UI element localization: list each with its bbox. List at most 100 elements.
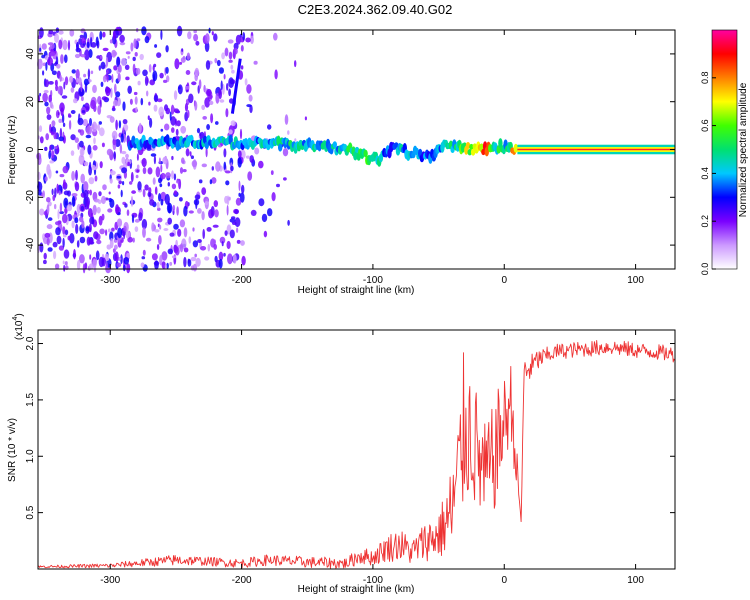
spectrogram-scatter-point bbox=[55, 221, 61, 226]
spectrogram-scatter-point bbox=[149, 117, 153, 128]
spectrogram-scatter-point bbox=[42, 92, 48, 103]
spectrogram-scatter-point bbox=[197, 239, 202, 243]
spectrogram-scatter-point bbox=[51, 70, 57, 76]
spectrogram-scatter-point bbox=[221, 241, 224, 247]
spectrogram-scatter-point bbox=[223, 161, 227, 170]
spectrogram-scatter-point bbox=[228, 196, 231, 201]
spectrogram-scatter-point bbox=[187, 110, 190, 118]
spectrogram-scatter-point bbox=[144, 184, 149, 191]
spectrogram-scatter-point bbox=[76, 41, 80, 51]
spectrogram-scatter-point bbox=[63, 264, 66, 272]
spectrogram-band-point bbox=[363, 149, 368, 158]
spectrogram-scatter-point bbox=[188, 93, 194, 104]
x-tick-label: -100 bbox=[363, 275, 383, 286]
spectrogram-band-point bbox=[467, 149, 472, 156]
y-tick-label: 0.5 bbox=[25, 505, 36, 519]
spectrogram-scatter-point bbox=[125, 51, 131, 55]
colorbar-tick-label: 0.6 bbox=[700, 119, 710, 132]
spectrogram-scatter-point bbox=[240, 45, 244, 52]
spectrogram-scatter-point bbox=[60, 107, 64, 116]
spectrogram-scatter-point bbox=[70, 134, 76, 141]
spectrogram-scatter-point bbox=[185, 70, 191, 75]
spectrogram-scatter-point bbox=[176, 206, 179, 216]
spectrogram-scatter-point bbox=[223, 148, 227, 158]
spectrogram-scatter-point bbox=[201, 163, 207, 168]
spectrogram-scatter-point bbox=[176, 179, 180, 184]
spectrogram-scatter-point bbox=[158, 157, 161, 164]
spectrogram-scatter-point bbox=[167, 217, 172, 225]
spectrogram-scatter-point bbox=[84, 262, 88, 270]
spectrogram-scatter-point bbox=[49, 43, 55, 50]
spectrogram-scatter-point bbox=[170, 116, 177, 126]
spectrogram-scatter-point bbox=[202, 116, 207, 120]
spectrogram-scatter-point bbox=[227, 253, 233, 265]
spectrogram-scatter-point bbox=[247, 171, 253, 181]
colorbar-label: Normalized spectral amplitude bbox=[738, 82, 749, 217]
spectrogram-scatter-point bbox=[199, 132, 202, 137]
spectrogram-scatter-point bbox=[205, 60, 211, 70]
spectrogram-scatter-point bbox=[210, 113, 214, 124]
spectrogram-scatter-point bbox=[142, 227, 146, 238]
spectrogram-scatter-point bbox=[100, 61, 106, 70]
spectrogram-scatter-point bbox=[51, 120, 56, 127]
spectrogram-scatter-point bbox=[233, 42, 239, 50]
spectrogram-scatter-point bbox=[116, 175, 122, 179]
spectrogram-scatter-point bbox=[102, 75, 107, 83]
spectrogram-scatter-point bbox=[225, 180, 230, 186]
spectrogram-scatter-point bbox=[215, 121, 219, 125]
spectrogram-scatter-point bbox=[213, 243, 217, 250]
spectrogram-scatter-point bbox=[176, 120, 181, 127]
spectrogram-scatter-point bbox=[83, 161, 89, 167]
spectrogram-scatter-point bbox=[165, 45, 169, 53]
spectrogram-background-scatter bbox=[36, 25, 307, 274]
spectrogram-scatter-point bbox=[59, 74, 62, 82]
spectrogram-scatter-point bbox=[149, 199, 155, 206]
colorbar-ticks: 0.0 0.2 0.4 0.6 0.8 bbox=[700, 72, 716, 275]
spectrogram-scatter-point bbox=[140, 262, 145, 268]
spectrogram-scatter-point bbox=[59, 127, 63, 139]
spectrogram-scatter-point bbox=[218, 88, 222, 100]
spectrogram-scatter-point bbox=[44, 232, 51, 238]
spectrogram-scatter-point bbox=[44, 55, 49, 61]
spectrogram-scatter-point bbox=[258, 198, 265, 207]
spectrogram-scatter-point bbox=[105, 86, 111, 97]
colorbar-tick-label: 0.4 bbox=[700, 167, 710, 180]
spectrogram-scatter-point bbox=[147, 115, 150, 120]
spectrogram-streak bbox=[230, 58, 242, 114]
spectrogram-scatter-point bbox=[179, 197, 183, 202]
spectrogram-scatter-point bbox=[198, 179, 203, 184]
spectrogram-scatter-point bbox=[198, 79, 202, 90]
spectrogram-scatter-point bbox=[62, 237, 65, 248]
spectrogram-scatter-point bbox=[133, 38, 137, 49]
spectrogram-scatter-point bbox=[89, 189, 92, 196]
spectrogram-scatter-point bbox=[125, 230, 131, 239]
spectrogram-scatter-point bbox=[207, 243, 211, 252]
spectrogram-scatter-point bbox=[113, 151, 116, 160]
spectrogram-scatter-point bbox=[228, 51, 233, 60]
spectrogram-scatter-point bbox=[39, 136, 44, 144]
spectrogram-scatter-point bbox=[90, 42, 97, 48]
spectrogram-scatter-point bbox=[113, 65, 118, 71]
spectrogram-scatter-point bbox=[121, 167, 128, 174]
spectrogram-scatter-point bbox=[80, 28, 86, 34]
spectrogram-scatter-point bbox=[181, 157, 185, 164]
spectrogram-scatter-point bbox=[87, 68, 91, 79]
spectrogram-scatter-point bbox=[258, 160, 264, 169]
spectrogram-scatter-point bbox=[226, 83, 229, 91]
spectrogram-scatter-point bbox=[49, 52, 56, 57]
spectrogram-scatter-point bbox=[81, 110, 86, 114]
spectrogram-scatter-point bbox=[206, 88, 212, 97]
spectrogram-scatter-point bbox=[141, 256, 146, 260]
spectrogram-scatter-point bbox=[42, 190, 45, 198]
spectrogram-scatter-point bbox=[204, 97, 211, 108]
spectrogram-scatter-point bbox=[109, 178, 113, 184]
spectrogram-scatter-point bbox=[121, 156, 126, 164]
spectrogram-scatter-point bbox=[223, 73, 226, 80]
spectrogram-scatter-point bbox=[159, 255, 163, 266]
colorbar-tick-label: 0.2 bbox=[700, 215, 710, 228]
spectrogram-scatter-point bbox=[224, 47, 229, 57]
spectrogram-scatter-point bbox=[70, 87, 75, 93]
spectrogram-scatter-point bbox=[183, 227, 188, 238]
spectrogram-scatter-point bbox=[54, 204, 57, 210]
spectrogram-scatter-point bbox=[58, 136, 65, 142]
